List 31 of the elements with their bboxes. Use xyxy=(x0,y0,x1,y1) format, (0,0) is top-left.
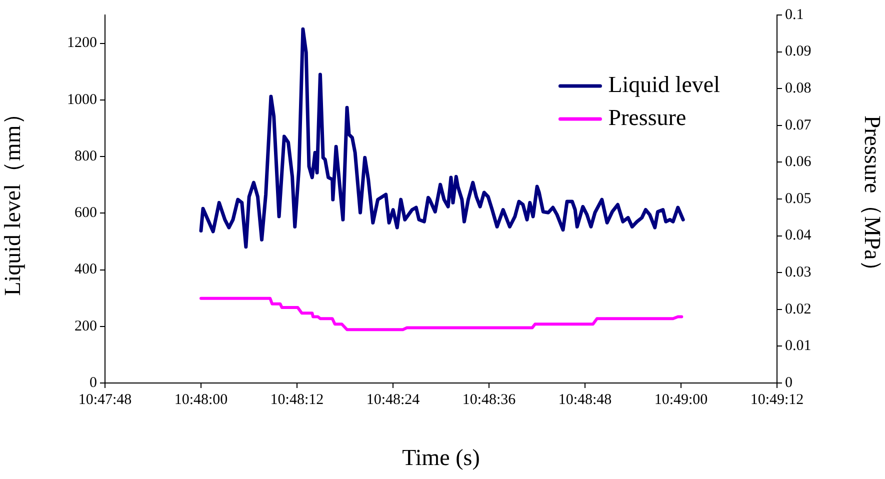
x-tick-label: 10:49:12 xyxy=(750,392,804,408)
x-tick-label: 10:48:00 xyxy=(174,392,228,408)
y-tick-label: 0 xyxy=(90,374,97,391)
x-axis-title: Time (s) xyxy=(402,445,480,470)
y2-tick-label: 0.03 xyxy=(785,264,812,281)
legend-label: Pressure xyxy=(608,105,686,130)
y2-tick-label: 0.09 xyxy=(785,44,812,60)
y2-tick-label: 0.08 xyxy=(785,80,812,97)
y-tick-label: 800 xyxy=(74,148,97,164)
x-tick-label: 10:48:36 xyxy=(462,392,516,408)
legend-label: Liquid level xyxy=(608,72,720,98)
y2-tick-label: 0 xyxy=(785,374,792,391)
x-tick-label: 10:47:48 xyxy=(78,392,132,408)
y-tick-label: 1000 xyxy=(67,92,97,108)
y2-tick-label: 0.07 xyxy=(785,117,812,134)
y2-tick-label: 0.02 xyxy=(785,301,812,318)
y-tick-label: 1200 xyxy=(67,35,97,52)
y2-tick-label: 0.06 xyxy=(785,154,812,170)
y2-tick-label: 0.01 xyxy=(785,338,812,354)
y2-tick-label: 0.05 xyxy=(785,190,812,207)
y-tick-label: 200 xyxy=(74,318,97,334)
y2-tick-label: 0.1 xyxy=(785,6,804,23)
y2-axis-title: Pressure（MPa） xyxy=(860,115,885,283)
x-tick-label: 10:48:24 xyxy=(366,392,420,408)
x-tick-label: 10:49:00 xyxy=(654,392,708,408)
y2-tick-label: 0.04 xyxy=(785,228,812,244)
y-axis-title: Liquid level（mm） xyxy=(0,102,25,296)
x-tick-label: 10:48:48 xyxy=(558,392,612,408)
y-tick-label: 600 xyxy=(74,205,97,222)
x-tick-label: 10:48:12 xyxy=(270,392,324,408)
y-tick-label: 400 xyxy=(74,262,97,278)
